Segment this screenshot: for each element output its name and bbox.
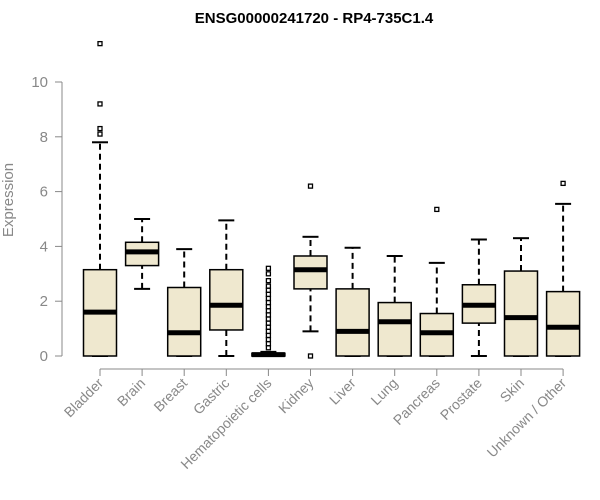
outlier-point — [265, 324, 272, 330]
outlier-point — [97, 101, 103, 107]
box-iqr — [209, 268, 244, 331]
box-group — [124, 218, 160, 290]
box-group — [461, 238, 497, 357]
x-tick-label: Pancreas — [390, 375, 443, 428]
outlier-point — [307, 353, 314, 359]
y-tick-label: 2 — [40, 293, 48, 310]
x-tick-label: Brain — [114, 375, 148, 409]
box-group — [419, 206, 455, 357]
outlier-point — [265, 299, 272, 306]
y-axis-label: Expression — [0, 163, 17, 237]
box-iqr — [293, 255, 328, 290]
outlier-point — [265, 304, 272, 310]
outlier-point — [265, 308, 272, 314]
box-iqr — [166, 286, 202, 357]
box-iqr — [503, 270, 539, 357]
x-tick-label: Lung — [367, 375, 400, 408]
outlier-point — [265, 283, 272, 289]
outlier-point — [265, 336, 272, 343]
y-tick-label: 0 — [40, 348, 48, 365]
x-tick-label: Kidney — [275, 375, 317, 417]
outlier-point — [97, 131, 103, 137]
outlier-point — [265, 265, 272, 271]
outlier-point — [97, 125, 103, 132]
box-group — [251, 265, 286, 358]
x-tick-label: Breast — [150, 375, 190, 415]
box-group — [82, 40, 118, 357]
outlier-point — [265, 295, 272, 302]
outlier-point — [97, 40, 103, 47]
box-iqr — [545, 290, 581, 357]
chart-title: ENSG00000241720 - RP4-735C1.4 — [195, 10, 434, 27]
outlier-point — [265, 291, 272, 298]
boxes — [82, 40, 581, 359]
box-iqr — [335, 288, 370, 357]
x-tick-label: Bladder — [61, 375, 107, 421]
outlier-point — [434, 206, 440, 213]
box-group — [503, 237, 539, 357]
outlier-point — [265, 345, 272, 351]
outlier-point — [265, 316, 272, 322]
box-group — [545, 180, 581, 357]
box-iqr — [377, 301, 412, 357]
box-group — [293, 183, 328, 359]
x-tick-label: Unknown / Other — [484, 375, 570, 461]
outlier-point — [265, 277, 272, 284]
outlier-point — [265, 271, 272, 277]
box-group — [335, 246, 370, 357]
outlier-point — [265, 341, 272, 347]
y-tick-label: 8 — [40, 129, 48, 146]
outlier-point — [265, 312, 272, 318]
y-tick-label: 10 — [31, 74, 48, 91]
box-group — [166, 248, 202, 357]
y-axis: 0 2 4 6 8 10 — [31, 74, 63, 365]
outlier-point — [265, 328, 272, 334]
x-tick-label: Prostate — [437, 375, 485, 423]
outlier-point — [265, 287, 272, 293]
outlier-point — [560, 180, 566, 187]
y-tick-label: 4 — [40, 238, 48, 255]
x-tick-label: Liver — [326, 375, 359, 408]
box-group — [377, 254, 412, 357]
outlier-point — [307, 183, 314, 189]
box-group — [209, 219, 244, 357]
x-tick-label: Skin — [497, 375, 528, 406]
outlier-point — [265, 332, 272, 339]
outlier-point — [265, 320, 272, 326]
y-tick-label: 6 — [40, 184, 48, 201]
